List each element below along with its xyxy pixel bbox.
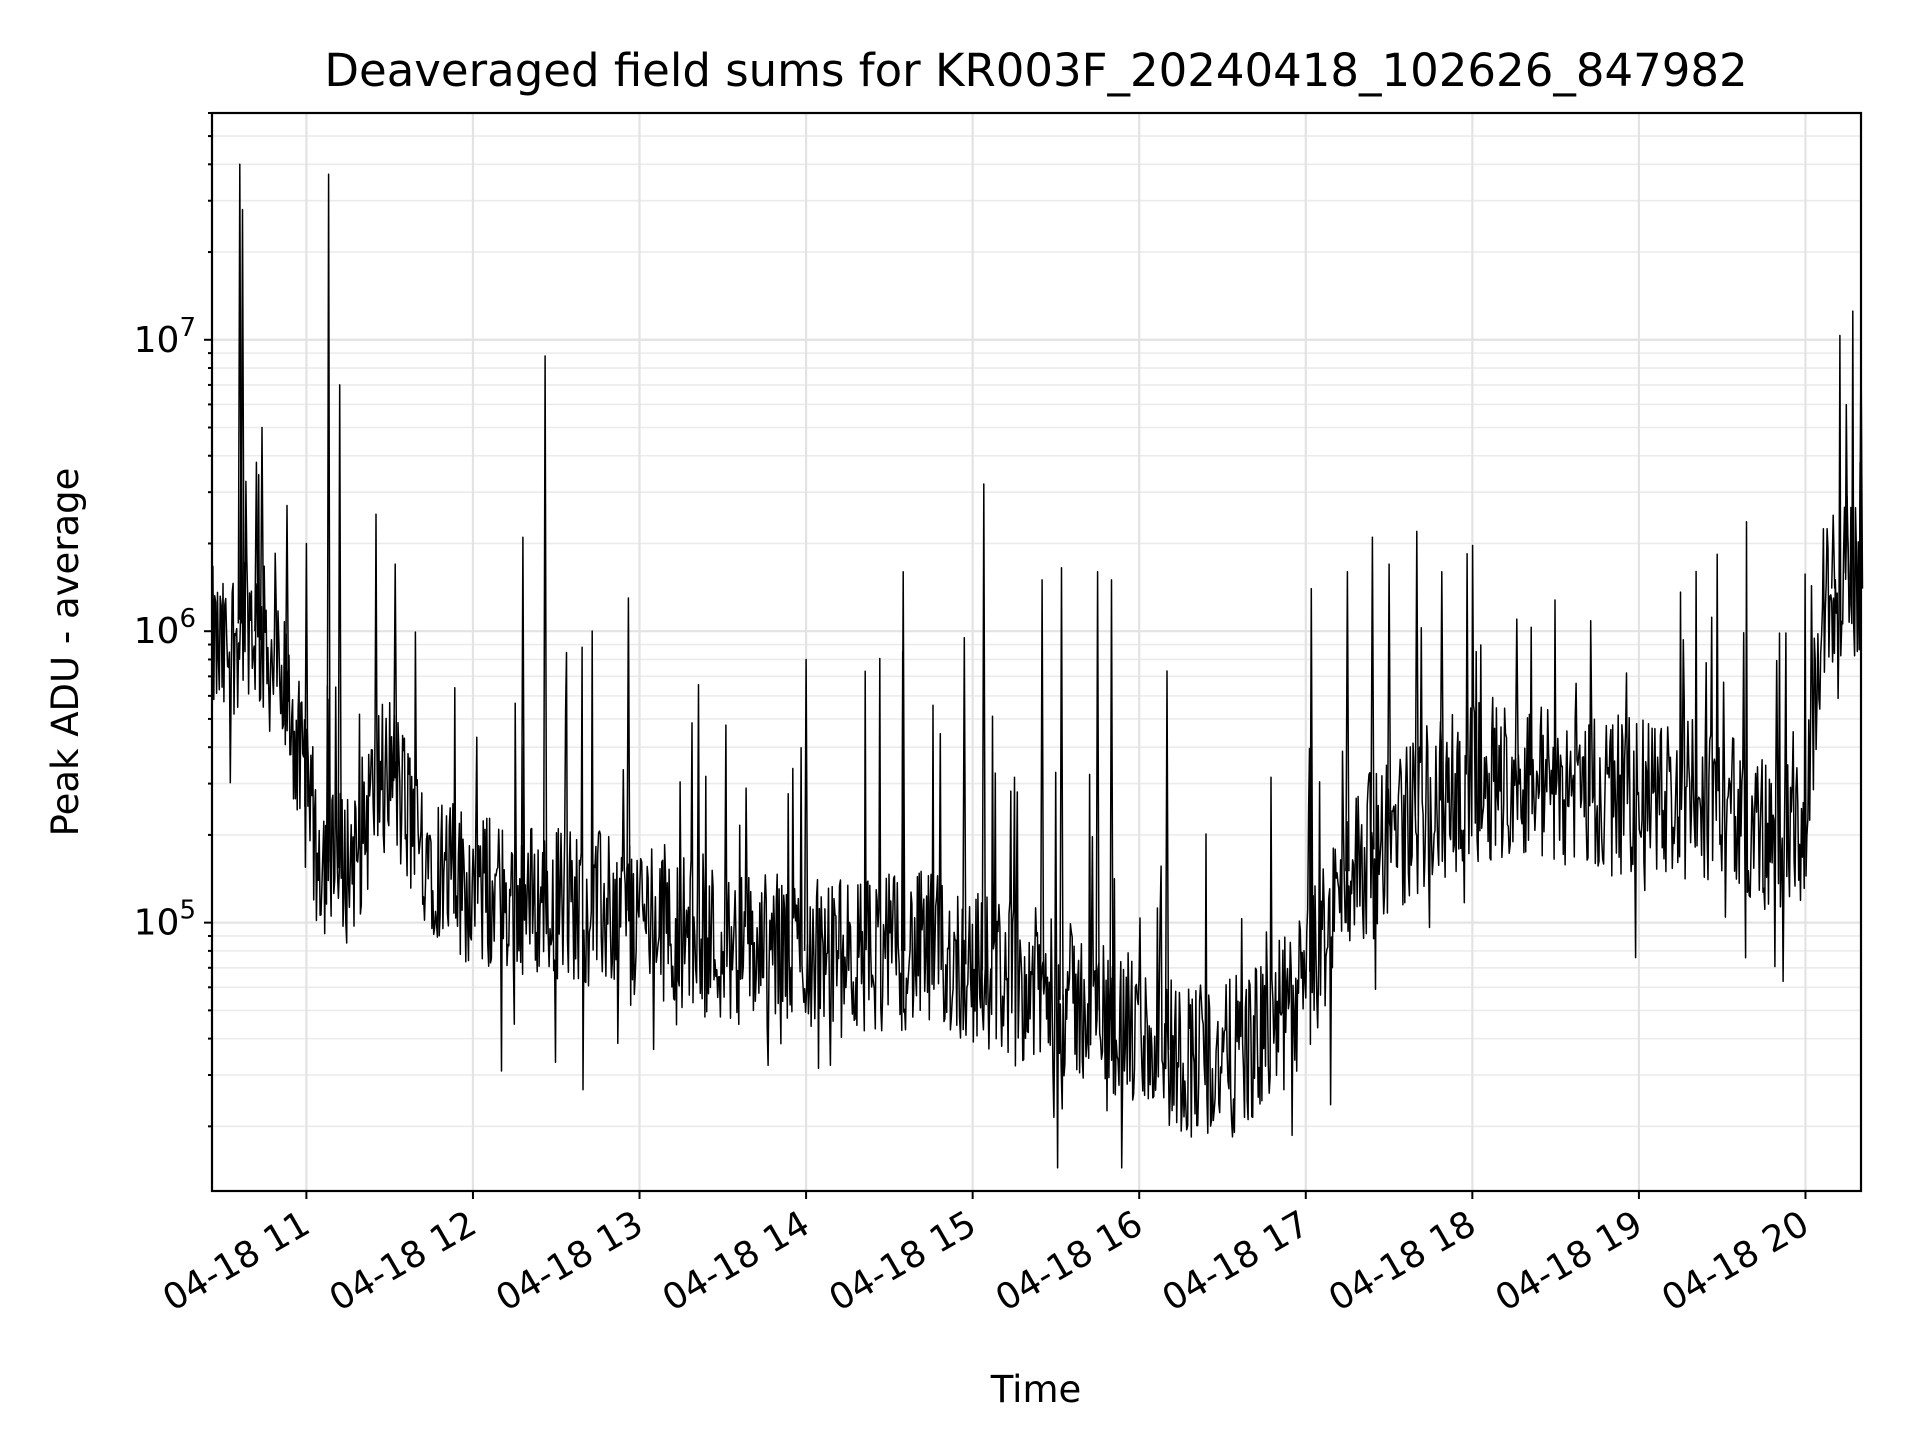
spike-mark [254, 461, 259, 632]
y-axis-label: Peak ADU - average [44, 468, 87, 837]
spike-mark [1345, 570, 1350, 872]
x-tick-label: 04-18 12 [323, 1203, 484, 1319]
x-tick-label: 04-18 18 [1322, 1203, 1483, 1319]
plot-frame [210, 111, 1863, 1193]
spike-mark [337, 384, 342, 869]
spike-mark [542, 355, 548, 900]
y-axis-ticks: 105 106 107 [134, 112, 212, 1128]
spike-mark [238, 440, 244, 620]
spike-mark [1109, 579, 1114, 1020]
y-tick-label: 105 [134, 896, 196, 944]
spike-mark [981, 483, 987, 971]
spike-mark [1059, 567, 1064, 1000]
spike-mark [284, 504, 290, 702]
spike-mark [304, 542, 309, 807]
spike-mark [259, 426, 265, 641]
spike-mark [1039, 579, 1045, 992]
spike-mark [1414, 530, 1420, 817]
spike-mark [626, 597, 631, 911]
spike-mark [1309, 587, 1314, 972]
spike-mark [1439, 570, 1445, 801]
spike-mark [520, 536, 526, 900]
x-tick-label: 04-18 20 [1655, 1203, 1816, 1319]
spike-mark [1844, 495, 1850, 580]
spike-mark [326, 173, 331, 863]
chart-title: Deaveraged field sums for KR003F_2024041… [324, 44, 1747, 97]
x-tick-label: 04-18 13 [489, 1203, 650, 1319]
spike-mark [803, 658, 809, 951]
spike-mark [962, 636, 967, 965]
series-line [211, 310, 1862, 1169]
x-tick-label: 04-18 11 [156, 1203, 317, 1319]
x-tick-label: 04-18 14 [656, 1203, 817, 1319]
data-series [211, 163, 1864, 1169]
spike-mark [1386, 563, 1392, 835]
x-tick-label: 04-18 15 [822, 1203, 983, 1319]
spike-mark [392, 563, 398, 782]
spike-mark [1830, 514, 1836, 589]
x-tick-label: 04-18 19 [1489, 1203, 1650, 1319]
spike-mark [1164, 670, 1170, 1050]
x-tick-label: 04-18 16 [989, 1203, 1150, 1319]
y-tick-label: 107 [134, 313, 196, 361]
spike-mark [1095, 570, 1100, 1011]
grid [212, 112, 1861, 1191]
x-axis-ticks: 04-18 11 04-18 12 04-18 13 04-18 14 04-18 15… [156, 1191, 1816, 1320]
spike-mark [900, 570, 906, 951]
x-tick-label: 04-18 17 [1156, 1203, 1317, 1319]
y-tick-label: 106 [134, 604, 196, 652]
spike-mark [1370, 536, 1375, 850]
spike-mark [1514, 618, 1520, 777]
x-axis-label: Time [990, 1368, 1082, 1411]
